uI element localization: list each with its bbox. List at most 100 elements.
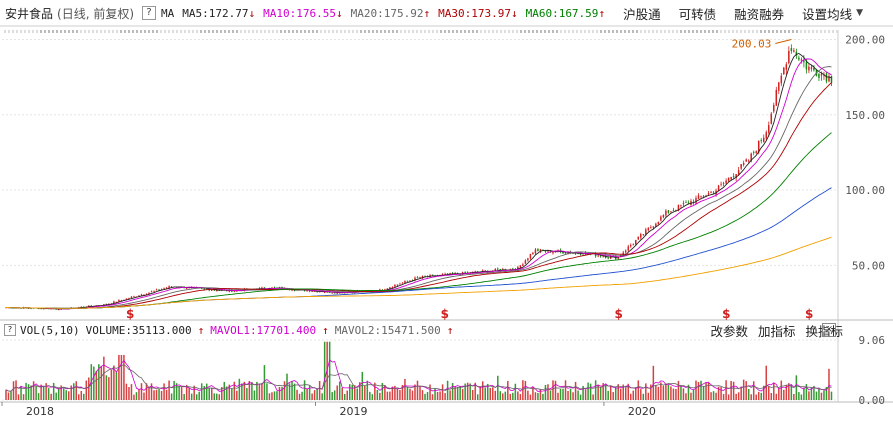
volume-bar <box>411 390 414 400</box>
menu-hsgt[interactable]: 沪股通 <box>623 6 661 22</box>
volume-bar <box>484 387 486 400</box>
candle-body <box>158 289 160 291</box>
volume-bar <box>577 390 579 400</box>
volume-bar <box>672 388 675 400</box>
stock-title: 安井食品 <box>5 6 54 21</box>
volume-bar <box>519 394 522 400</box>
tick-strip-mark <box>564 30 566 33</box>
volume-bar <box>687 384 690 400</box>
axis-layer: 200.00 150.00 100.00 50.00 9.06 0.00 2018 2019 2… <box>1 34 886 418</box>
chevron-down-icon[interactable]: ▼ <box>856 8 864 18</box>
tick-strip-mark <box>504 30 506 33</box>
volume-bar <box>120 354 123 400</box>
volume-bar <box>173 380 175 400</box>
candle-body <box>619 255 622 258</box>
tick-strip-mark <box>68 30 70 33</box>
volume-bar <box>256 381 258 400</box>
volume-bar <box>732 381 735 400</box>
tick-strip-mark <box>804 30 806 33</box>
volume-bar <box>828 368 830 400</box>
add-indicator-button[interactable]: 加指标 <box>757 323 796 339</box>
candle-body <box>88 305 90 307</box>
volume-bar <box>213 393 216 400</box>
candle-body <box>599 255 602 257</box>
volume-bar <box>735 393 737 400</box>
candle-body <box>12 307 15 309</box>
tick-strip-mark <box>536 30 538 33</box>
tick-strip-mark <box>484 30 486 33</box>
tick-strip-mark <box>520 30 522 33</box>
tick-strip-mark <box>80 30 82 33</box>
tick-strip-mark <box>260 30 262 33</box>
tick-strip-mark <box>516 30 518 33</box>
header-bar: 安井食品 (日线, 前复权) ? MA MA5:172.77 ↓ MA10:17… <box>0 0 893 26</box>
volume-layer <box>5 341 833 400</box>
candle-body <box>554 251 557 253</box>
tick-strip-mark <box>336 30 338 33</box>
help-button[interactable]: ? <box>142 6 157 20</box>
ma20-value: MA20:175.92 <box>350 6 424 20</box>
ma120-line <box>6 187 832 309</box>
volume-bar <box>140 383 143 400</box>
mavol2-value: MAVOL2:15471.500 <box>334 323 441 337</box>
volume-bar <box>60 385 62 400</box>
menu-margin[interactable]: 融资融券 <box>734 6 785 22</box>
volume-bar <box>30 385 32 400</box>
tick-strip-mark <box>288 30 290 33</box>
ma10-line <box>6 58 832 310</box>
volume-bar <box>231 388 233 400</box>
candle-body <box>431 274 434 276</box>
volume-bar <box>446 380 449 400</box>
tick-strip-mark <box>684 30 686 33</box>
ma10-value: MA10:176.55 <box>263 6 336 20</box>
help-button-vol[interactable]: ? <box>4 324 16 336</box>
tick-strip-mark <box>632 30 634 33</box>
tick-strip-mark <box>560 30 562 33</box>
tick-strip-mark <box>740 30 742 33</box>
volume-bar <box>105 375 108 400</box>
volume-bar <box>351 384 354 400</box>
volume-bar <box>813 385 815 400</box>
tick-strip-mark <box>820 30 822 33</box>
tick-strip-mark <box>772 30 774 33</box>
tick-strip-mark <box>824 30 826 33</box>
tick-strip-mark <box>668 30 670 33</box>
candle-body <box>762 137 765 143</box>
volume-tick-label: 0.00 <box>859 394 886 407</box>
volume-bar <box>88 377 90 400</box>
close-indicator-button[interactable]: × <box>822 323 836 337</box>
volume-bar <box>323 341 326 400</box>
volume-bar <box>354 385 356 400</box>
candle-body <box>155 289 158 291</box>
tick-strip-mark <box>36 30 38 33</box>
volume-bar <box>798 392 800 400</box>
volume-bar <box>715 392 717 400</box>
volume-bar <box>278 387 281 400</box>
candle-body <box>113 301 115 304</box>
menu-ma-settings[interactable]: 设置均线 <box>802 6 853 22</box>
candle-layer <box>5 44 833 311</box>
volume-bar <box>271 392 273 400</box>
change-params-button[interactable]: 改参数 <box>710 323 748 339</box>
tick-strip-mark <box>272 30 274 33</box>
candle-body <box>524 260 527 264</box>
tick-strip-mark <box>784 30 786 33</box>
volume-bar <box>476 394 479 400</box>
volume-bar <box>805 384 808 400</box>
volume-bar <box>125 383 128 400</box>
volume-bar <box>298 393 301 400</box>
volume-bar <box>670 386 672 400</box>
menu-convertible[interactable]: 可转债 <box>678 6 717 22</box>
candle-body <box>57 309 60 311</box>
candle-body <box>446 273 449 275</box>
switch-indicator-button[interactable]: 换指标 <box>805 323 843 339</box>
volume-bar <box>494 390 497 400</box>
volume-bar <box>514 383 517 400</box>
volume-bar <box>384 384 386 400</box>
volume-bar <box>690 392 692 400</box>
volume-bar <box>584 389 587 400</box>
volume-bar <box>391 386 394 400</box>
candle-body <box>677 204 680 211</box>
tick-strip-mark <box>460 30 462 33</box>
tick-strip-mark <box>320 30 322 33</box>
